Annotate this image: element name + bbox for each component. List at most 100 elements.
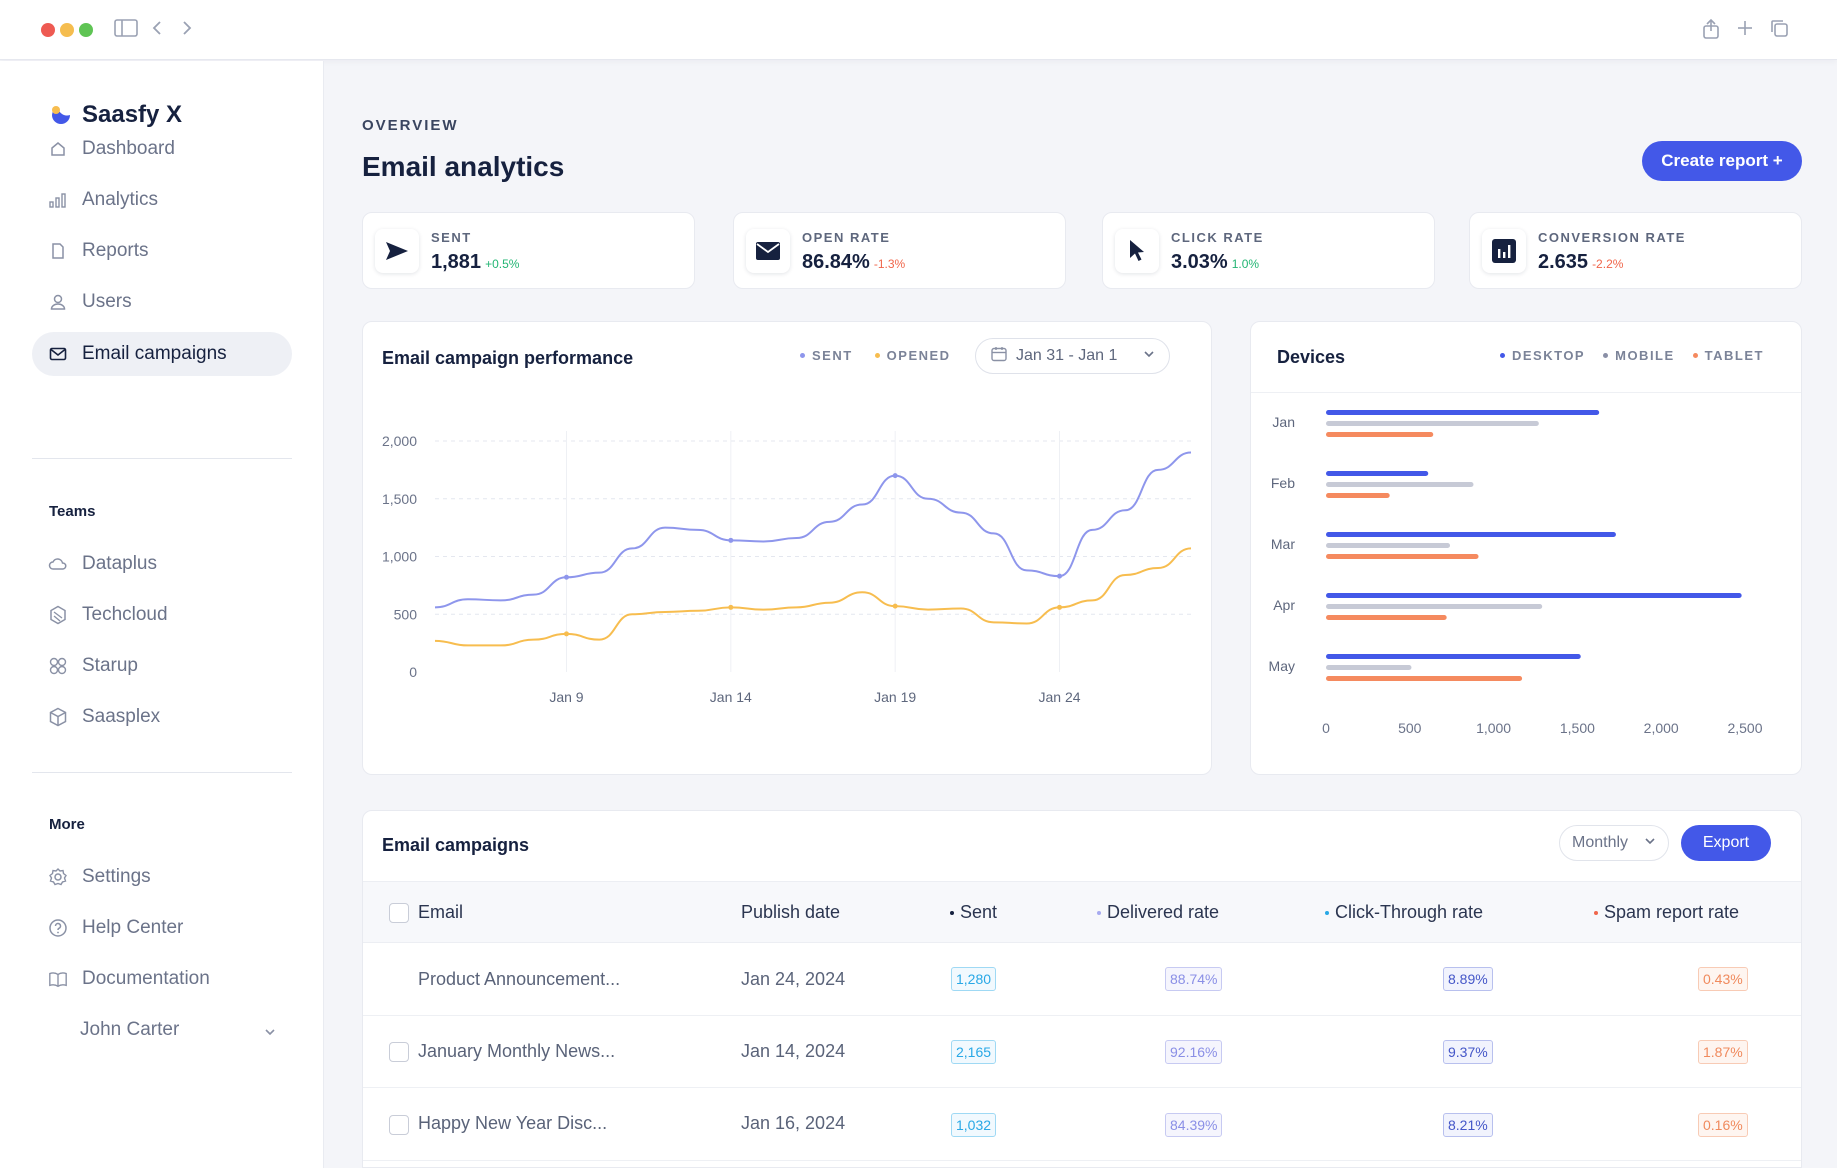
bar-chart-icon (48, 190, 68, 210)
series-line-sent (434, 451, 1192, 609)
ctr-value: 9.37% (1443, 1040, 1493, 1064)
sidebar-item-documentation[interactable]: Documentation (32, 957, 292, 1001)
column-header-spam-report-rate[interactable]: Spam report rate (1594, 902, 1739, 923)
help-icon (48, 918, 68, 938)
kpi-delta: 1.0% (1231, 257, 1260, 271)
row-checkbox[interactable] (389, 1042, 409, 1062)
sidebar-toggle-icon[interactable] (114, 18, 138, 44)
category-label: Feb (1271, 475, 1295, 491)
bar-mobile (1326, 665, 1412, 670)
card-divider (1251, 392, 1801, 393)
sidebar-item-help-center[interactable]: Help Center (32, 906, 292, 950)
sidebar-item-dataplus[interactable]: Dataplus (32, 542, 292, 586)
sent-value: 1,032 (951, 1113, 997, 1137)
bar-tablet (1326, 554, 1479, 559)
bar-mobile (1326, 421, 1539, 426)
legend-item-tablet[interactable]: TABLET (1692, 348, 1764, 363)
sidebar-item-email-campaigns[interactable]: Email campaigns (32, 332, 292, 376)
forward-arrow-icon[interactable] (181, 18, 193, 44)
brand-logo[interactable]: Saasfy X (48, 101, 182, 129)
column-header-delivered-rate[interactable]: Delivered rate (1097, 902, 1219, 923)
sidebar-item-settings[interactable]: Settings (32, 855, 292, 899)
data-point (563, 574, 569, 580)
devices-bar-chart: Jan Feb Mar Apr May 0 500 1,000 1,500 2,000 2,500 (1269, 410, 1763, 736)
y-tick-label: 500 (394, 606, 418, 622)
minimize-window-button[interactable] (60, 23, 74, 37)
kpi-value: 3.03% 1.0% (1171, 251, 1260, 273)
x-tick-label: 1,000 (1476, 720, 1511, 736)
chart-box-icon (1482, 229, 1526, 273)
create-report-button[interactable]: Create report + (1642, 141, 1802, 181)
data-point (1057, 573, 1063, 579)
select-all-checkbox[interactable] (389, 903, 409, 923)
period-select[interactable]: Monthly (1559, 825, 1669, 861)
column-header-sent[interactable]: Sent (950, 902, 997, 923)
legend-item-mobile[interactable]: MOBILE (1603, 348, 1675, 363)
main-content: OVERVIEW Email analytics Create report +… (325, 61, 1837, 1168)
campaigns-table-card: Email campaigns Monthly Export Email Pub… (362, 810, 1802, 1168)
table-row[interactable]: Happy New Year Disc... Jan 16, 2024 1,03… (363, 1089, 1801, 1161)
x-tick-label: Jan 24 (1038, 689, 1080, 705)
column-header-click-through-rate[interactable]: Click-Through rate (1325, 902, 1483, 923)
brand-name: Saasfy X (82, 101, 183, 128)
chevron-down-icon (264, 1022, 276, 1044)
kpi-delta: +0.5% (485, 257, 520, 271)
bar-mobile (1326, 543, 1451, 548)
sidebar-item-label: Dashboard (82, 138, 175, 159)
table-row[interactable]: Product Announcement... Jan 24, 2024 1,2… (363, 944, 1801, 1016)
sidebar-item-reports[interactable]: Reports (32, 229, 292, 273)
row-checkbox[interactable] (389, 1115, 409, 1135)
date-range-select[interactable]: Jan 31 - Jan 1 (975, 338, 1170, 374)
new-tab-icon[interactable] (1735, 18, 1755, 44)
kpi-value: 86.84% -1.3% (802, 251, 906, 273)
sidebar-item-saasplex[interactable]: Saasplex (32, 695, 292, 739)
x-tick-label: Jan 19 (874, 689, 916, 705)
bar-mobile (1326, 482, 1474, 487)
share-icon[interactable] (1702, 18, 1720, 46)
x-tick-label: 500 (1398, 720, 1422, 736)
table-row[interactable]: January Monthly News... Jan 14, 2024 2,1… (363, 1016, 1801, 1088)
sidebar-item-starup[interactable]: Starup (32, 644, 292, 688)
sidebar-item-dashboard[interactable]: Dashboard (32, 127, 292, 171)
publish-date: Jan 14, 2024 (741, 1041, 846, 1061)
tabs-overview-icon[interactable] (1769, 18, 1789, 44)
delivered-rate-value: 88.74% (1165, 967, 1223, 991)
sidebar-item-techcloud[interactable]: Techcloud (32, 593, 292, 637)
series-line-opened (434, 547, 1192, 647)
category-label: Apr (1273, 597, 1295, 613)
devices-legend: DESKTOP MOBILE TABLET (1500, 348, 1764, 363)
maximize-window-button[interactable] (79, 23, 93, 37)
email-name[interactable]: Happy New Year Disc... (418, 1113, 608, 1133)
close-window-button[interactable] (41, 23, 55, 37)
data-point (563, 631, 569, 637)
delivered-rate-value: 92.16% (1165, 1040, 1223, 1064)
email-name[interactable]: Product Announcement... (418, 969, 621, 989)
bar-desktop (1326, 654, 1581, 659)
column-header-email[interactable]: Email (418, 902, 464, 922)
column-header-publish-date[interactable]: Publish date (741, 902, 841, 922)
legend-item-sent[interactable]: SENT (800, 348, 853, 363)
email-name[interactable]: January Monthly News... (418, 1041, 616, 1061)
bar-desktop (1326, 471, 1429, 476)
user-menu[interactable]: John Carter (32, 1008, 292, 1052)
kpi-delta: -2.2% (1592, 257, 1624, 271)
legend-item-desktop[interactable]: DESKTOP (1500, 348, 1585, 363)
sidebar-item-users[interactable]: Users (32, 280, 292, 324)
x-tick-label: Jan 14 (710, 689, 752, 705)
browser-titlebar (0, 0, 1837, 60)
sidebar-item-label: Users (82, 291, 132, 312)
sidebar: Saasfy X Dashboard Analytics Reports Use… (0, 61, 324, 1168)
spam-rate-value: 1.87% (1698, 1040, 1748, 1064)
export-button[interactable]: Export (1681, 825, 1771, 861)
sidebar-item-analytics[interactable]: Analytics (32, 178, 292, 222)
kpi-delta: -1.3% (873, 257, 906, 271)
bar-desktop (1326, 593, 1742, 598)
y-tick-label: 2,000 (382, 433, 417, 449)
kpi-value: 1,881 +0.5% (431, 251, 520, 273)
back-arrow-icon[interactable] (151, 18, 163, 44)
ctr-value: 8.21% (1443, 1113, 1493, 1137)
kpi-label: CONVERSION RATE (1538, 230, 1686, 245)
legend-item-opened[interactable]: OPENED (874, 348, 951, 363)
cursor-icon (1115, 229, 1159, 273)
hexagon-icon (48, 605, 68, 625)
